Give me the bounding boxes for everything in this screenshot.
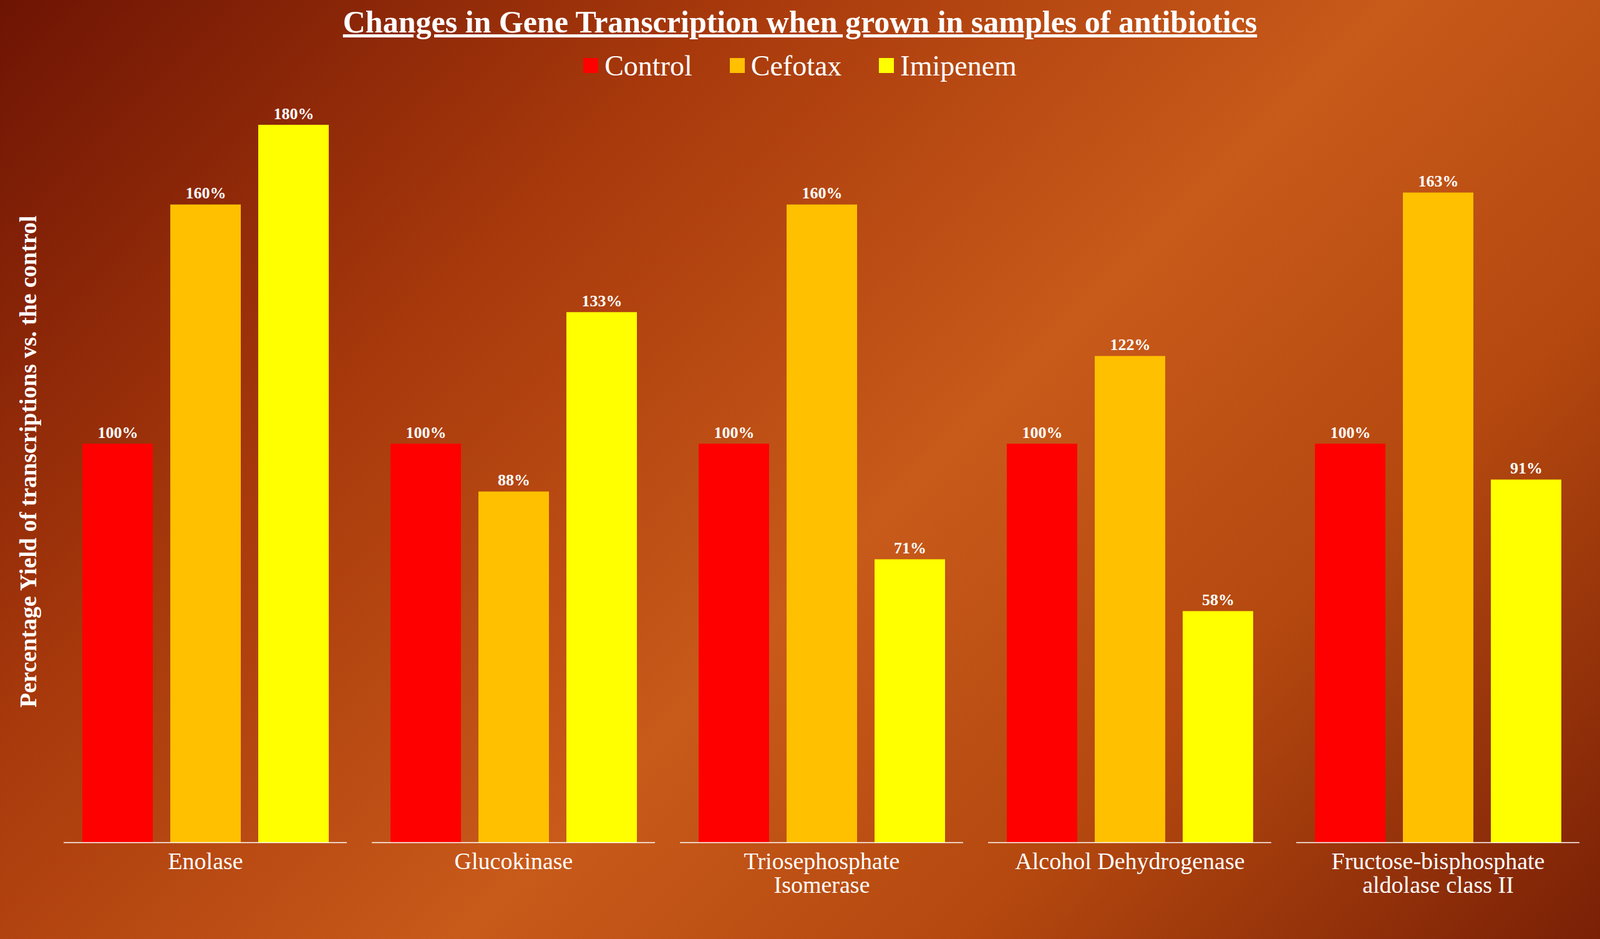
svg-text:122%: 122%: [1110, 335, 1151, 354]
svg-text:100%: 100%: [714, 423, 755, 442]
svg-text:Fructose-bisphosphatealdolase: Fructose-bisphosphatealdolase class II: [1331, 847, 1546, 898]
svg-text:100%: 100%: [1330, 423, 1372, 442]
svg-text:88%: 88%: [497, 470, 531, 490]
svg-text:100%: 100%: [97, 423, 139, 442]
html-text:Control: Control: [604, 49, 693, 82]
html-text:Changes in Gene Transcription: Changes in Gene Transcription when grown…: [342, 4, 1258, 40]
svg-text:100%: 100%: [1022, 423, 1063, 442]
html-text:Imipenem: Imipenem: [900, 49, 1017, 82]
svg-text:Alcohol Dehydrogenase: Alcohol Dehydrogenase: [1014, 847, 1245, 874]
svg-text:180%: 180%: [273, 104, 315, 123]
html-text:Cefotax: Cefotax: [750, 49, 842, 82]
svg-text:Enolase: Enolase: [167, 847, 243, 874]
html-text:Percentage Yield of transcript: Percentage Yield of transcriptions vs. t…: [14, 215, 42, 708]
svg-text:TriosephosphateIsomerase: TriosephosphateIsomerase: [744, 847, 901, 898]
svg-text:100%: 100%: [406, 423, 447, 442]
svg-text:160%: 160%: [185, 184, 227, 203]
svg-text:163%: 163%: [1418, 172, 1460, 191]
svg-text:160%: 160%: [802, 184, 843, 203]
svg-text:58%: 58%: [1202, 590, 1235, 609]
svg-text:133%: 133%: [581, 291, 623, 311]
svg-text:71%: 71%: [893, 538, 927, 558]
svg-text:91%: 91%: [1510, 459, 1543, 478]
svg-text:Glucokinase: Glucokinase: [454, 847, 574, 874]
